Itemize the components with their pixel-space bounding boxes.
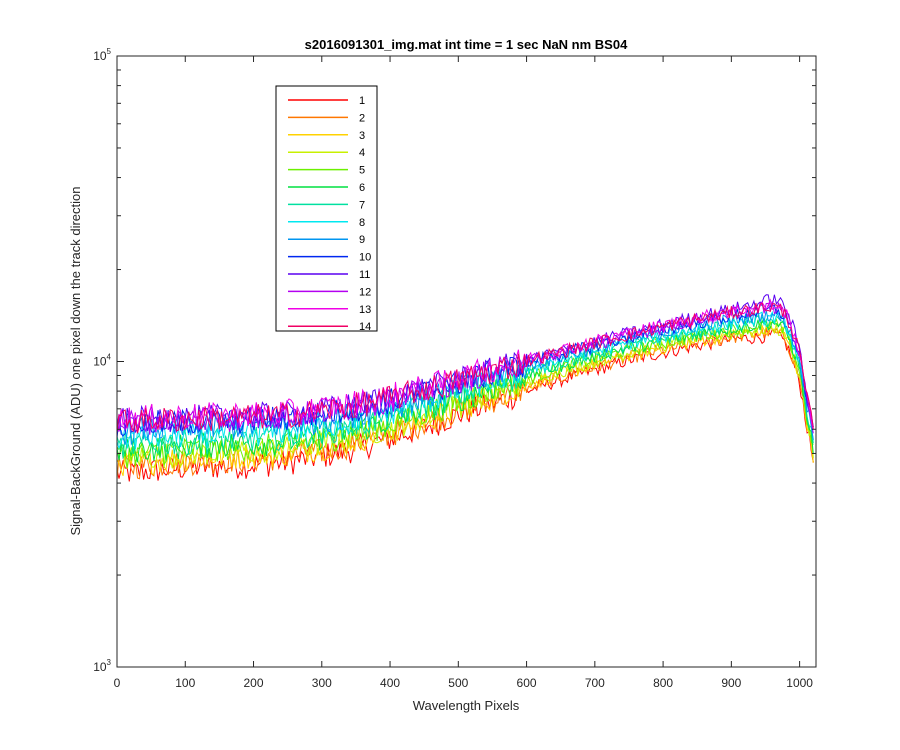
legend-label: 3 — [359, 130, 365, 142]
y-tick-label: 104 — [93, 353, 111, 369]
legend-label: 13 — [359, 304, 371, 316]
legend-label: 6 — [359, 182, 365, 194]
legend-label: 11 — [359, 269, 370, 281]
y-tick-label: 103 — [93, 658, 111, 674]
series-line-10 — [116, 304, 814, 439]
legend-label: 5 — [359, 165, 365, 177]
x-tick-label: 100 — [175, 676, 195, 690]
legend-label: 9 — [359, 234, 365, 246]
x-tick-label: 900 — [721, 676, 741, 690]
legend-label: 2 — [359, 112, 365, 124]
legend-label: 4 — [359, 147, 365, 159]
legend-label: 12 — [359, 286, 371, 298]
series-line-14 — [116, 302, 814, 434]
y-tick-label: 105 — [93, 47, 111, 63]
y-axis-label: Signal-BackGround (ADU) one pixel down t… — [68, 186, 83, 535]
x-tick-label: 300 — [312, 676, 332, 690]
legend-label: 10 — [359, 252, 371, 264]
x-tick-label: 400 — [380, 676, 400, 690]
x-tick-label: 200 — [244, 676, 264, 690]
series-layer — [116, 294, 814, 482]
legend-box — [275, 85, 378, 332]
legend-label: 8 — [359, 217, 365, 229]
x-tick-label: 500 — [448, 676, 468, 690]
x-tick-label: 700 — [585, 676, 605, 690]
ticks-layer: 0 100 200 300 400 500 600 700 800 900 100010310410… — [93, 47, 816, 690]
x-tick-label: 1000 — [786, 676, 813, 690]
x-axis-label: Wavelength Pixels — [413, 698, 520, 713]
plot-area — [117, 56, 816, 667]
legend-label: 1 — [359, 95, 365, 107]
x-tick-label: 0 — [114, 676, 121, 690]
x-tick-label: 800 — [653, 676, 673, 690]
legend-label: 7 — [359, 199, 365, 211]
legend-label: 14 — [359, 321, 371, 333]
chart-title: s2016091301_img.mat int time = 1 sec NaN… — [305, 37, 628, 52]
x-tick-label: 600 — [517, 676, 537, 690]
